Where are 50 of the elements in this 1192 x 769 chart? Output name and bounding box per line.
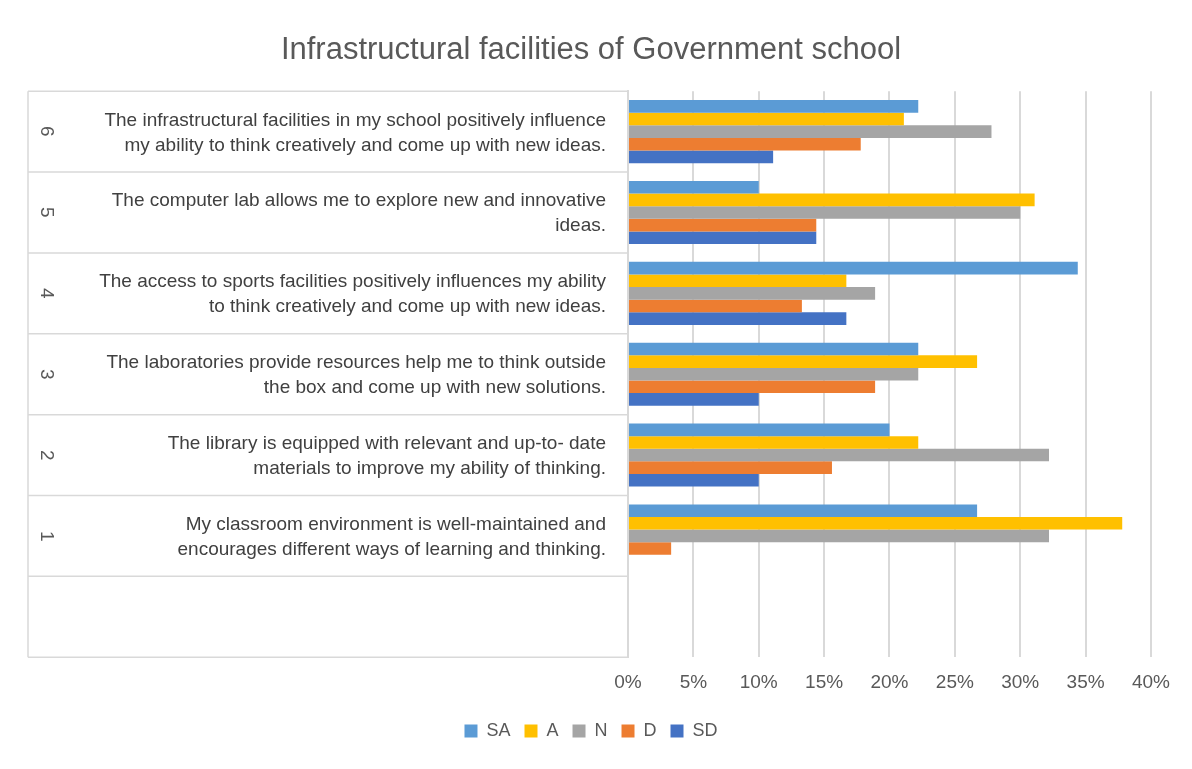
category-label: 6 The infrastructural facilities in my school positively influence my ability to think creatively and come up with new ideas.	[37, 108, 606, 155]
legend-label: A	[546, 719, 559, 740]
bar	[629, 231, 817, 245]
legend-label: SA	[486, 719, 511, 740]
bar	[629, 461, 832, 474]
bar	[629, 112, 904, 126]
legend-label: D	[643, 719, 657, 740]
bar	[629, 261, 1078, 275]
bar	[629, 206, 1021, 219]
bar	[629, 380, 876, 394]
bar	[629, 355, 978, 368]
x-tick-label: 35%	[1066, 670, 1105, 692]
bar	[629, 504, 978, 517]
bar	[629, 137, 861, 151]
x-tick-label: 25%	[935, 670, 974, 692]
x-tick-label: 10%	[739, 670, 778, 692]
legend-label: SD	[692, 719, 718, 740]
x-tick-label: 40%	[1131, 670, 1171, 692]
bar	[629, 274, 847, 288]
bar	[629, 287, 876, 300]
bar	[629, 542, 672, 555]
x-tick-label: 5%	[679, 670, 708, 692]
bar	[629, 423, 890, 437]
bar	[629, 150, 774, 164]
bar	[629, 393, 759, 406]
chart-title: Infrastructural facilities of Government school	[280, 31, 902, 67]
bar	[629, 299, 802, 313]
bar	[629, 193, 1035, 207]
category-label: 1 My classroom environment is well-maintained and encourages different ways of learning and thinking.	[37, 512, 606, 559]
x-tick-label: 15%	[805, 670, 844, 692]
x-tick-label: 20%	[870, 670, 909, 692]
bar	[629, 312, 847, 325]
bar	[629, 125, 992, 138]
x-tick-label: 0%	[614, 670, 642, 692]
bar	[629, 100, 919, 113]
category-label: 5 The computer lab allows me to explore new and innovative ideas.	[37, 189, 606, 236]
bar	[629, 180, 759, 194]
bar	[629, 342, 919, 356]
category-label: 3 The laboratories provide resources help me to think outside the box and come up with new solutions.	[37, 351, 606, 398]
bar	[629, 367, 919, 381]
bar	[629, 473, 759, 487]
bar	[629, 529, 1049, 543]
x-tick-label: 30%	[1001, 670, 1040, 692]
bar	[629, 436, 919, 449]
bar	[629, 516, 1123, 530]
legend-label: N	[594, 719, 608, 740]
category-label: 4 The access to sports facilities positively influences my ability to think creatively and come up with new ideas.	[37, 270, 606, 317]
bar	[629, 448, 1049, 462]
category-label: 2 The library is equipped with relevant and up-to- date materials to improve my ability of thinking.	[37, 432, 606, 479]
bar	[629, 218, 817, 232]
